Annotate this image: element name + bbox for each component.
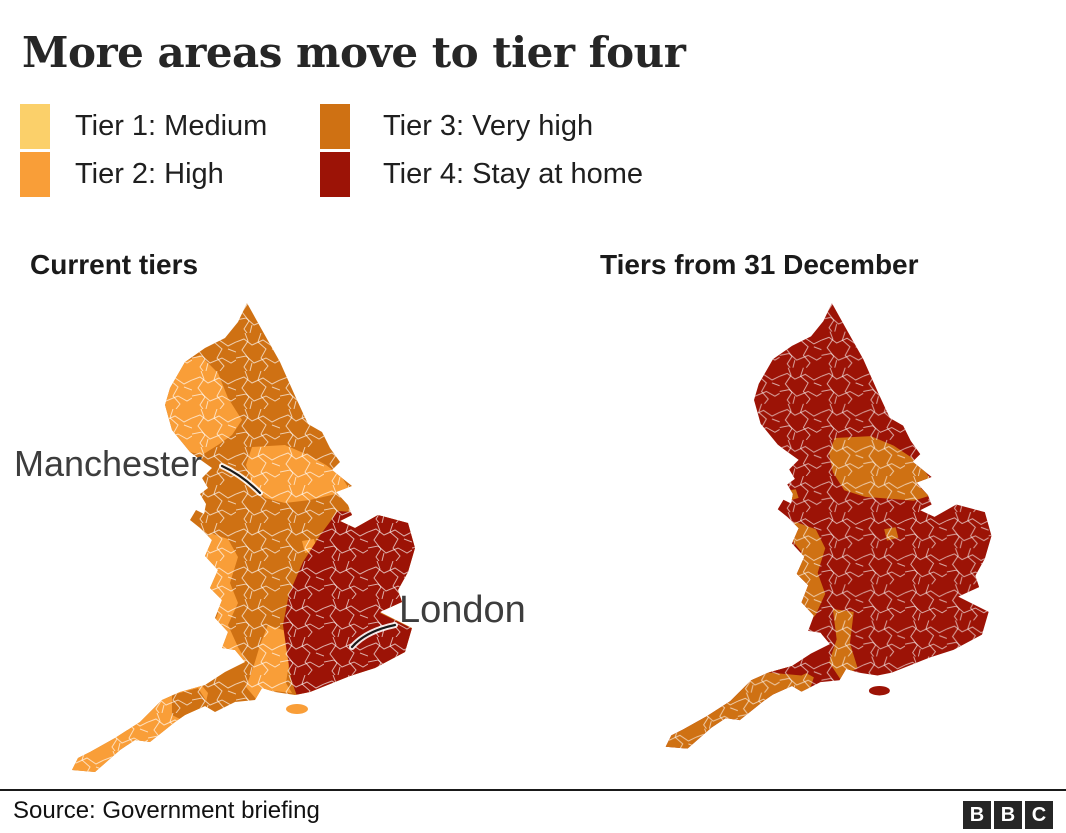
england-map-31-december xyxy=(665,303,992,749)
current-tiers-map xyxy=(72,303,415,772)
england-map-current xyxy=(72,303,415,772)
manchester-pointer-line xyxy=(220,464,262,495)
bbc-logo-letter: B xyxy=(994,801,1022,829)
legend-swatch-tier2 xyxy=(20,152,50,197)
left-map-heading: Current tiers xyxy=(30,249,199,280)
legend-swatch-tier4 xyxy=(320,152,350,197)
bbc-logo: B B C xyxy=(963,801,1053,829)
footer-divider xyxy=(0,789,1066,791)
bbc-logo-letter: B xyxy=(963,801,991,829)
legend-label-tier1: Tier 1: Medium xyxy=(75,110,268,142)
tiers-from-31-december-map xyxy=(665,303,992,749)
legend-label-tier3: Tier 3: Very high xyxy=(383,110,594,142)
london-label: London xyxy=(399,589,526,631)
legend-swatch-tier3 xyxy=(320,104,350,149)
legend-swatch-tier1 xyxy=(20,104,50,149)
source-text: Source: Government briefing xyxy=(13,797,320,824)
manchester-label: Manchester xyxy=(14,443,203,484)
legend-label-tier4: Tier 4: Stay at home xyxy=(383,158,644,190)
london-pointer-line xyxy=(350,623,397,649)
page-title: More areas move to tier four xyxy=(22,28,686,77)
bbc-logo-letter: C xyxy=(1025,801,1053,829)
district-boundaries-overlay xyxy=(665,303,992,749)
district-boundaries-overlay xyxy=(72,303,415,772)
legend-label-tier2: Tier 2: High xyxy=(75,158,224,190)
isle-of-wight xyxy=(868,685,890,696)
isle-of-wight xyxy=(286,704,308,714)
right-map-heading: Tiers from 31 December xyxy=(600,249,919,280)
